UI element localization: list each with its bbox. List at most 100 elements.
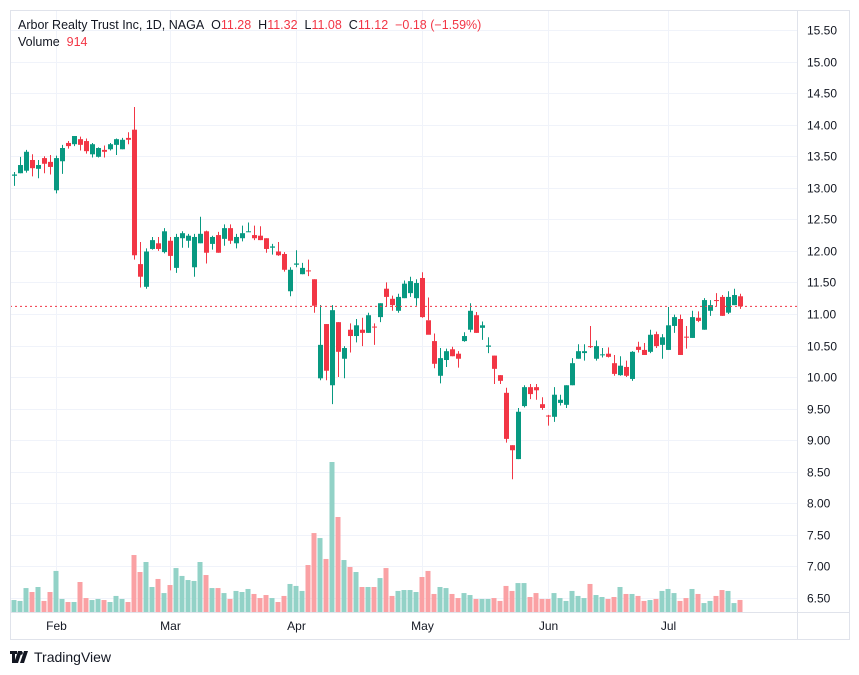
candle-body	[600, 354, 605, 356]
volume-bar	[473, 598, 479, 612]
candle-body	[432, 341, 437, 364]
symbol-name[interactable]: Arbor Realty Trust Inc, 1D, NAGA	[18, 18, 205, 32]
volume-bar	[533, 593, 539, 612]
volume-bar	[641, 600, 647, 612]
time-tick-label: Mar	[160, 619, 181, 633]
volume-bar	[71, 602, 77, 612]
volume-bar	[167, 585, 173, 612]
candle-body	[174, 236, 179, 268]
volume-bar	[233, 590, 239, 612]
time-axis[interactable]: Feb Mar Apr May Jun Jul	[46, 619, 676, 633]
candle-body	[570, 363, 575, 386]
volume-bar	[323, 558, 329, 612]
volume-bar	[293, 585, 299, 612]
price-tick-label: 15.00	[807, 56, 837, 70]
volume-bar	[707, 600, 713, 612]
volume-bar	[461, 593, 467, 612]
candle-body	[348, 329, 353, 337]
price-tick-label: 6.50	[807, 592, 831, 606]
candle-body	[576, 351, 581, 359]
candle-body	[558, 399, 563, 403]
candle-body	[720, 296, 725, 316]
volume-bar	[413, 592, 419, 612]
price-tick-label: 7.00	[807, 560, 831, 574]
volume-bar	[11, 600, 17, 612]
candle-body	[258, 235, 263, 241]
candle-body	[336, 322, 341, 352]
volume-bar	[353, 572, 359, 612]
price-tick-label: 8.00	[807, 497, 831, 511]
candle-body	[126, 137, 131, 140]
candle-body	[414, 283, 419, 299]
volume-bar	[389, 595, 395, 612]
candle-body	[90, 144, 95, 155]
candle-body	[426, 320, 431, 335]
tradingview-brand[interactable]: TradingView	[10, 649, 111, 665]
candle-body	[252, 235, 257, 239]
price-axis[interactable]: 15.50 15.00 14.50 14.00 13.50 13.00 12.50 12.00…	[807, 24, 837, 606]
volume-bar	[263, 595, 269, 612]
volume-bar	[443, 588, 449, 612]
time-tick-label: Feb	[46, 619, 67, 633]
candle-body	[714, 300, 719, 302]
candle-body	[114, 139, 119, 145]
volume-bar	[689, 588, 695, 612]
volume-bar	[239, 592, 245, 612]
candle-body	[270, 246, 275, 248]
candle-body	[84, 141, 89, 152]
candle-body	[156, 243, 161, 249]
high-value: 11.32	[267, 18, 298, 32]
candle-body	[234, 236, 239, 244]
candle-body	[120, 139, 125, 150]
volume-bars	[11, 462, 743, 612]
ohlc-legend-row: Arbor Realty Trust Inc, 1D, NAGA O11.28 …	[18, 17, 481, 34]
candle-body	[492, 355, 497, 369]
volume-bar	[437, 587, 443, 612]
volume-bar	[587, 583, 593, 612]
volume-bar	[593, 595, 599, 612]
candle-body	[630, 351, 635, 379]
volume-bar	[95, 598, 101, 612]
candle-body	[354, 325, 359, 337]
candle-body	[696, 317, 701, 321]
candle-body	[222, 228, 227, 239]
volume-bar	[611, 597, 617, 612]
price-tick-label: 13.00	[807, 182, 837, 196]
candle-body	[138, 264, 143, 277]
candle-body	[594, 346, 599, 359]
volume-bar	[551, 593, 557, 612]
candles	[12, 106, 743, 480]
candle-body	[330, 310, 335, 386]
volume-bar	[101, 600, 107, 612]
volume-legend-row: Volume 914	[18, 34, 481, 51]
volume-bar	[29, 592, 35, 612]
volume-bar	[299, 590, 305, 612]
volume-bar	[671, 593, 677, 612]
candle-body	[504, 392, 509, 439]
price-tick-label: 14.50	[807, 87, 837, 101]
candle-body	[612, 363, 617, 374]
candle-body	[24, 151, 29, 171]
candle-body	[18, 165, 23, 174]
volume-bar	[665, 588, 671, 612]
price-tick-label: 10.50	[807, 340, 837, 354]
volume-bar	[623, 593, 629, 612]
volume-bar	[197, 562, 203, 612]
volume-bar	[251, 593, 257, 612]
candle-body	[276, 251, 281, 256]
volume-bar	[449, 593, 455, 612]
volume-bar	[221, 593, 227, 612]
candle-body	[102, 149, 107, 152]
volume-bar	[179, 575, 185, 612]
volume-bar	[125, 602, 131, 612]
volume-bar	[521, 583, 527, 612]
volume-bar	[335, 517, 341, 612]
close-value: 11.12	[357, 18, 389, 32]
volume-bar	[647, 600, 653, 612]
volume-bar	[701, 603, 707, 612]
volume-bar	[731, 603, 737, 612]
candle-body	[162, 231, 167, 253]
price-tick-label: 7.50	[807, 529, 831, 543]
candle-body	[618, 365, 623, 376]
